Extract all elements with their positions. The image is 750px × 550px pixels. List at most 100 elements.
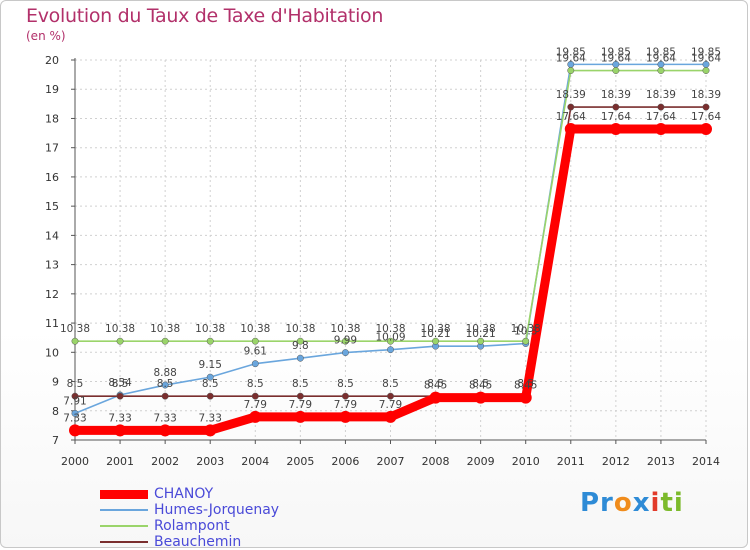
data-point-rolampont: [657, 67, 665, 74]
x-tick-label: 2013: [647, 455, 675, 468]
x-tick-label: 2005: [286, 455, 314, 468]
data-labels: 7.918.548.889.159.61 9.8 9.99 10.09 10.21 10.…: [60, 46, 721, 424]
data-label-chanoy: 7.33: [153, 412, 176, 424]
series: [69, 60, 712, 437]
data-point-beauchemin: [387, 392, 394, 400]
y-tick-label: 17: [45, 142, 59, 155]
data-label-rolampont: 10.38: [285, 323, 315, 335]
legend-label-beauchemin: Beauchemin: [154, 534, 242, 550]
data-label-beauchemin: 8.5: [112, 378, 129, 390]
data-label-chanoy: 8.45: [514, 380, 537, 392]
x-tick-label: 2012: [602, 455, 630, 468]
legend-swatch-rolampont: [100, 525, 148, 527]
y-tick-label: 10: [45, 346, 59, 359]
data-point-chanoy: [564, 122, 577, 135]
data-point-beauchemin: [116, 392, 124, 400]
data-label-chanoy: 7.33: [63, 412, 86, 424]
data-label-beauchemin: 18.39: [601, 89, 631, 101]
data-point-rolampont: [116, 337, 124, 345]
data-label-humes-jorquenay: 7.91: [63, 395, 86, 407]
data-label-beauchemin: 8.5: [292, 378, 309, 390]
data-point-beauchemin: [702, 103, 710, 111]
data-label-chanoy: 17.64: [601, 111, 631, 123]
x-tick-label: 2009: [467, 455, 495, 468]
data-label-rolampont: 10.38: [421, 323, 451, 335]
data-label-humes-jorquenay: 10.21: [466, 328, 496, 340]
data-label-humes-jorquenay: 10.21: [421, 328, 451, 340]
legend-label-chanoy: CHANOY: [154, 486, 214, 502]
data-point-rolampont: [387, 337, 394, 345]
data-point-rolampont: [71, 337, 79, 345]
data-point-rolampont: [161, 337, 169, 345]
x-tick-label: 2006: [331, 455, 359, 468]
x-tick-label: 2007: [377, 455, 405, 468]
y-tick-label: 18: [45, 112, 59, 125]
data-label-humes-jorquenay: 9.8: [292, 340, 309, 352]
legend-swatch-humes-jorquenay: [100, 509, 148, 511]
data-label-rolampont: 10.38: [105, 323, 135, 335]
data-label-rolampont: 19.64: [601, 53, 631, 65]
proxiti-logo: Proxiti: [580, 488, 684, 518]
data-point-chanoy: [114, 424, 127, 437]
x-tick-label: 2000: [61, 455, 89, 468]
axes: 7 8 9 10 11 12 13 14 15 16 17 18 19 20 2000 2001 2002 200…: [45, 54, 720, 468]
data-label-beauchemin: 8.5: [427, 378, 444, 390]
data-point-rolampont: [522, 337, 530, 345]
data-label-beauchemin: 8.5: [247, 378, 264, 390]
line-chart: 7 8 9 10 11 12 13 14 15 16 17 18 19 20 2000 2001 2002 200…: [45, 46, 721, 468]
data-point-rolampont: [251, 337, 259, 345]
data-label-rolampont: 10.38: [150, 323, 180, 335]
data-point-chanoy: [609, 122, 622, 135]
data-point-chanoy: [294, 410, 307, 423]
data-point-humes-jorquenay: [341, 349, 349, 357]
data-point-beauchemin: [657, 103, 665, 111]
x-tick-label: 2010: [512, 455, 540, 468]
data-point-chanoy: [519, 391, 532, 404]
data-label-beauchemin: 8.5: [157, 378, 174, 390]
data-point-humes-jorquenay: [296, 354, 304, 362]
legend-item-beauchemin: Beauchemin: [100, 534, 279, 550]
y-tick-label: 13: [45, 259, 59, 272]
data-label-beauchemin: 8.5: [337, 378, 354, 390]
data-label-humes-jorquenay: 8.54: [108, 377, 132, 389]
data-label-beauchemin: 8.5: [202, 378, 219, 390]
y-tick-label: 9: [52, 376, 59, 389]
data-label-beauchemin: 8.5: [67, 378, 84, 390]
data-point-rolampont: [477, 337, 485, 345]
data-label-humes-jorquenay: 9.99: [334, 335, 357, 347]
y-tick-label: 7: [52, 434, 59, 447]
legend-label-rolampont: Rolampont: [154, 518, 230, 534]
data-point-humes-jorquenay: [71, 409, 79, 417]
data-point-chanoy: [159, 424, 172, 437]
data-label-humes-jorquenay: 10.09: [375, 332, 405, 344]
data-point-beauchemin: [567, 103, 575, 111]
data-label-chanoy: 17.64: [646, 111, 676, 123]
grid: [75, 59, 707, 440]
data-point-beauchemin: [206, 392, 214, 400]
data-label-chanoy: 17.64: [556, 111, 586, 123]
data-point-rolampont: [432, 337, 440, 345]
legend-item-chanoy: CHANOY: [100, 486, 279, 502]
data-label-rolampont: 10.38: [60, 323, 90, 335]
x-tick-label: 2003: [196, 455, 224, 468]
data-point-chanoy: [249, 410, 262, 423]
y-tick-label: 11: [45, 317, 59, 330]
data-point-rolampont: [702, 67, 710, 74]
data-point-chanoy: [339, 410, 352, 423]
y-tick-label: 8: [52, 405, 59, 418]
data-point-chanoy: [384, 410, 397, 423]
data-point-beauchemin: [71, 392, 79, 400]
legend-swatch-chanoy: [100, 489, 148, 499]
data-label-rolampont: 10.38: [240, 323, 270, 335]
legend: CHANOY Humes-Jorquenay Rolampont Beauche…: [100, 486, 279, 550]
data-label-chanoy: 7.79: [379, 399, 402, 411]
data-label-beauchemin: 18.39: [691, 89, 721, 101]
data-label-rolampont: 10.38: [195, 323, 225, 335]
x-tick-label: 2004: [241, 455, 269, 468]
data-point-rolampont: [612, 67, 620, 74]
y-tick-label: 12: [45, 288, 59, 301]
legend-item-humes-jorquenay: Humes-Jorquenay: [100, 502, 279, 518]
data-point-humes-jorquenay: [206, 373, 214, 381]
data-point-beauchemin: [341, 392, 349, 400]
